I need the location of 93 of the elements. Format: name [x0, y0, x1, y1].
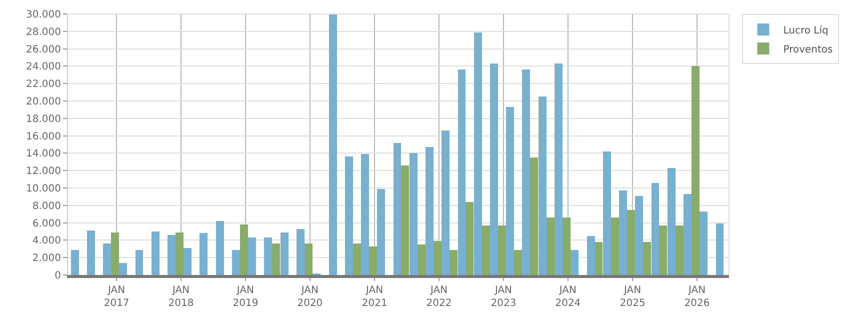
bar	[280, 232, 288, 275]
y-tick-label: 4.000	[32, 236, 61, 247]
bar	[103, 244, 112, 275]
bar	[498, 225, 506, 275]
bar	[562, 218, 570, 275]
bar	[716, 224, 724, 275]
bar	[675, 225, 684, 275]
bar	[611, 218, 619, 275]
y-tick-label: 20.000	[26, 96, 61, 108]
bar	[627, 210, 636, 275]
bar	[570, 250, 579, 275]
bar	[119, 262, 127, 275]
bar	[135, 250, 144, 275]
bar	[296, 228, 304, 275]
bar	[183, 248, 192, 275]
y-tick-label: 24.000	[26, 62, 61, 73]
bar	[328, 14, 337, 275]
bar	[152, 232, 160, 275]
bar	[635, 196, 643, 275]
y-tick-label: 8.000	[32, 200, 61, 212]
bar	[232, 250, 240, 275]
x-tick-label: JAN 2017	[104, 285, 130, 309]
bar	[345, 156, 354, 275]
bar	[651, 182, 660, 275]
bar	[619, 190, 628, 275]
bar	[216, 221, 224, 275]
bar	[377, 188, 385, 275]
bar	[554, 64, 562, 275]
bar	[700, 211, 708, 275]
x-tick-label: JAN 2026	[684, 285, 710, 309]
bar	[466, 202, 474, 275]
legend-label: Proventos	[783, 44, 833, 56]
y-tick-label: 22.000	[26, 79, 61, 90]
bar	[426, 147, 434, 275]
bar	[514, 250, 522, 275]
bar	[434, 241, 442, 275]
y-tick-label: 26.000	[26, 44, 61, 56]
bar	[70, 250, 79, 275]
y-tick-label: 6.000	[32, 218, 61, 230]
bar	[240, 224, 248, 275]
bar	[643, 242, 651, 275]
bar	[361, 154, 370, 275]
x-tick-label: JAN 2024	[555, 285, 581, 309]
bar	[410, 153, 418, 275]
bar	[530, 158, 538, 275]
bar	[594, 242, 603, 275]
bar	[264, 238, 272, 275]
x-tick-label: JAN 2023	[490, 285, 516, 309]
legend-label: Lucro Líq	[783, 25, 828, 36]
bar	[111, 232, 120, 275]
y-tick-label: 0	[54, 270, 61, 282]
bar	[87, 230, 96, 275]
bar	[668, 168, 676, 275]
y-tick-label: 18.000	[26, 114, 61, 125]
y-tick-label: 2.000	[32, 253, 61, 264]
y-tick-label: 14.000	[26, 148, 61, 160]
bar	[522, 70, 530, 275]
x-tick-label: JAN 2022	[426, 285, 452, 309]
x-tick-label: JAN 2018	[168, 285, 194, 309]
bar	[369, 246, 378, 275]
bar	[200, 233, 208, 275]
bar	[603, 151, 612, 275]
x-tick-label: JAN 2025	[620, 285, 646, 309]
bar	[586, 236, 595, 275]
x-tick-label: JAN 2021	[362, 285, 388, 309]
bar	[449, 250, 458, 275]
bar	[538, 96, 546, 275]
y-tick-label: 28.000	[26, 26, 61, 38]
bar	[176, 232, 184, 275]
y-tick-label: 30.000	[26, 10, 61, 20]
bar	[393, 142, 402, 275]
bar	[490, 64, 498, 275]
bar	[659, 225, 668, 275]
x-tick-label: JAN 2019	[232, 285, 258, 309]
bar	[248, 238, 256, 275]
bar	[546, 218, 554, 275]
y-tick-label: 16.000	[26, 131, 61, 142]
bar	[506, 107, 514, 275]
y-tick-label: 10.000	[26, 184, 61, 194]
bar	[272, 244, 280, 275]
bar	[482, 225, 490, 275]
bar	[168, 234, 176, 275]
bar	[458, 70, 466, 275]
y-tick-label: 12.000	[26, 166, 61, 178]
bar	[353, 244, 361, 275]
bar	[442, 130, 450, 275]
bar	[684, 194, 692, 275]
bar	[401, 165, 410, 275]
bar	[474, 32, 482, 275]
x-tick-label: JAN 2020	[297, 285, 323, 309]
bar	[417, 244, 426, 275]
bar	[692, 66, 700, 275]
bar	[304, 244, 312, 275]
